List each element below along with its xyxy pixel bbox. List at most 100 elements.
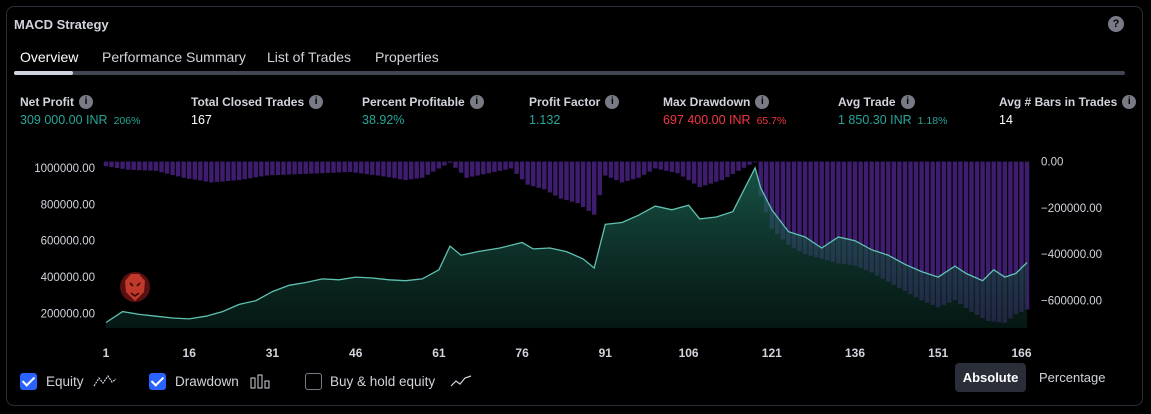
- drawdown-bar: [603, 161, 608, 176]
- drawdown-bar: [886, 161, 891, 282]
- x-tick-label: 151: [928, 346, 948, 360]
- drawdown-bar: [703, 161, 708, 186]
- drawdown-bar: [630, 161, 636, 180]
- drawdown-bar: [336, 161, 342, 173]
- help-icon[interactable]: ?: [1108, 16, 1124, 32]
- info-icon[interactable]: i: [1122, 94, 1137, 109]
- drawdown-bar: [392, 161, 397, 179]
- y-right-tick-label: −400000.00: [1041, 249, 1102, 261]
- drawdown-bar: [248, 161, 253, 179]
- drawdown-bar: [980, 161, 985, 318]
- drawdown-bar: [464, 161, 469, 178]
- drawdown-bar: [198, 161, 203, 181]
- drawdown-bar: [259, 161, 264, 177]
- x-tick-label: 61: [432, 346, 446, 360]
- drawdown-bar: [170, 161, 175, 175]
- equity-checkbox[interactable]: [20, 373, 37, 390]
- drawdown-bar: [586, 161, 591, 211]
- info-icon[interactable]: i: [605, 94, 620, 109]
- drawdown-bar: [137, 161, 142, 171]
- drawdown-bar: [775, 161, 780, 234]
- x-tick-label: 31: [266, 346, 280, 360]
- percentage-button[interactable]: Percentage: [1039, 370, 1106, 385]
- drawdown-bar: [686, 161, 691, 181]
- drawdown-bar: [370, 161, 375, 175]
- drawdown-bar: [1002, 161, 1007, 323]
- drawdown-bar: [564, 161, 569, 201]
- drawdown-bar: [814, 161, 819, 258]
- left-y-axis-ticks: 1000000.00 800000.00 600000.00 400000.00 200…: [34, 163, 95, 321]
- drawdown-bar: [203, 161, 209, 182]
- drawdown-bar: [320, 161, 325, 174]
- drawdown-bar: [952, 161, 958, 301]
- info-icon[interactable]: i: [469, 94, 484, 109]
- drawdown-bar: [797, 161, 802, 251]
- drawdown-bar: [359, 161, 364, 174]
- drawdown-bar: [414, 161, 419, 179]
- drawdown-bar: [397, 161, 403, 180]
- drawdown-bar: [547, 161, 553, 193]
- drawdown-bar: [825, 161, 830, 261]
- drawdown-bar: [264, 161, 270, 176]
- drawdown-bar: [930, 161, 935, 305]
- info-icon[interactable]: i: [900, 94, 915, 109]
- x-tick-label: 106: [679, 346, 699, 360]
- drawdown-bar: [636, 161, 641, 178]
- right-y-axis-ticks: 0.00 −200000.00 −400000.00 −600000.00: [1041, 157, 1102, 308]
- info-icon[interactable]: i: [309, 94, 324, 109]
- drawdown-bar: [126, 161, 131, 170]
- drawdown-bar: [270, 161, 275, 176]
- equity-legend-label: Equity: [46, 374, 84, 389]
- drawdown-bar: [470, 161, 475, 177]
- stat-value: 697 400.00 INR 65.7%: [663, 113, 786, 127]
- stat-percent-profitable: Percent Profitable i 38.92%: [362, 93, 484, 127]
- info-icon[interactable]: i: [755, 94, 770, 109]
- drawdown-bar: [819, 161, 824, 259]
- drawdown-bar: [309, 161, 314, 174]
- tab-list-of-trades[interactable]: List of Trades: [267, 49, 352, 65]
- drawdown-bar: [664, 161, 669, 171]
- y-right-tick-label: −600000.00: [1041, 295, 1102, 307]
- drawdown-bar: [225, 161, 231, 181]
- drawdown-bar: [947, 161, 952, 303]
- lion-logo: [120, 272, 150, 302]
- tab-overview[interactable]: Overview: [20, 49, 79, 65]
- drawdown-bar: [109, 161, 114, 168]
- drawdown-bar: [653, 161, 658, 169]
- drawdown-bar: [752, 161, 758, 163]
- absolute-button[interactable]: Absolute: [955, 363, 1026, 392]
- drawdown-bar: [514, 161, 519, 174]
- drawdown-bar: [325, 161, 331, 173]
- drawdown-bar: [719, 161, 724, 181]
- drawdown-bar: [303, 161, 308, 174]
- x-tick-label: 91: [599, 346, 613, 360]
- drawdown-bar: [120, 161, 125, 169]
- drawdown-bar: [880, 161, 885, 279]
- drawdown-bar: [153, 161, 159, 171]
- drawdown-bar: [580, 161, 586, 207]
- drawdown-checkbox[interactable]: [149, 373, 166, 390]
- drawdown-bar: [209, 161, 214, 183]
- drawdown-bar: [187, 161, 192, 179]
- buy-hold-legend-label: Buy & hold equity: [330, 374, 436, 389]
- drawdown-bar: [913, 161, 919, 298]
- tab-properties[interactable]: Properties: [375, 49, 439, 65]
- y-left-tick-label: 600000.00: [41, 236, 95, 248]
- stat-label: Avg Trade: [838, 94, 896, 109]
- stat-max-drawdown: Max Drawdown i 697 400.00 INR 65.7%: [663, 93, 786, 127]
- drawdown-bar: [897, 161, 902, 288]
- equity-line-icon: [93, 374, 117, 387]
- drawdown-bar: [447, 161, 453, 163]
- buy-hold-checkbox[interactable]: [305, 373, 322, 390]
- info-icon[interactable]: i: [79, 94, 93, 109]
- drawdown-bar: [852, 161, 858, 266]
- drawdown-bar: [764, 161, 769, 213]
- drawdown-bar: [386, 161, 392, 178]
- drawdown-bar: [924, 161, 930, 303]
- drawdown-bar: [314, 161, 319, 174]
- net-profit-pct: 206%: [113, 115, 141, 127]
- stat-value: 309 000.00 INR 206%: [20, 113, 140, 127]
- drawdown-bar: [891, 161, 896, 285]
- tab-performance-summary[interactable]: Performance Summary: [102, 49, 246, 65]
